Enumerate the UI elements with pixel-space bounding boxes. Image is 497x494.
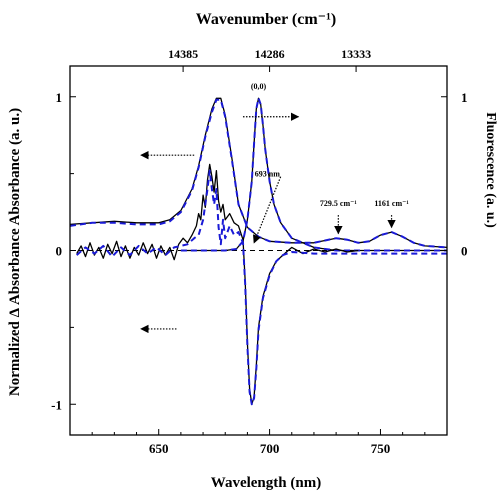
tick-group: 650 700 750 14385 14286 13333 1 0 -1 1 0 — [51, 47, 467, 456]
x-tick-label: 650 — [149, 441, 169, 456]
annotation-label: 693 nm — [255, 170, 280, 179]
annotation-group: (0,0) 693 nm 729.5 cm⁻¹ 1161 cm⁻¹ — [140, 82, 409, 334]
series-line-2 — [69, 98, 448, 249]
series-group — [69, 97, 448, 406]
y-axis-title-right: Fluorescence (a. u.) — [483, 112, 497, 228]
top-tick-label: 13333 — [341, 47, 371, 61]
y-tick-label-left: 0 — [56, 244, 63, 259]
annotation-label: (0,0) — [251, 82, 267, 91]
series-line-4 — [180, 97, 447, 252]
y-tick-label-left: -1 — [51, 397, 62, 412]
top-tick-label: 14385 — [168, 47, 198, 61]
x-tick-label: 750 — [371, 441, 391, 456]
y-tick-label-right: 0 — [461, 244, 468, 259]
annotation-label: 1161 cm⁻¹ — [374, 199, 409, 208]
x-axis-title: Wavelength (nm) — [211, 475, 321, 491]
series-line-6 — [76, 169, 447, 406]
y-axis-title-left: Normalized Δ Absorbance Absorbance (a. u… — [7, 108, 23, 396]
annotation-label: 729.5 cm⁻¹ — [320, 199, 357, 208]
y-tick-label-right: 1 — [461, 90, 468, 105]
top-axis-title: Wavenumber (cm⁻¹) — [196, 11, 336, 28]
y-tick-label-left: 1 — [56, 90, 63, 105]
top-tick-label: 14286 — [255, 47, 285, 61]
x-tick-label: 700 — [260, 441, 280, 456]
